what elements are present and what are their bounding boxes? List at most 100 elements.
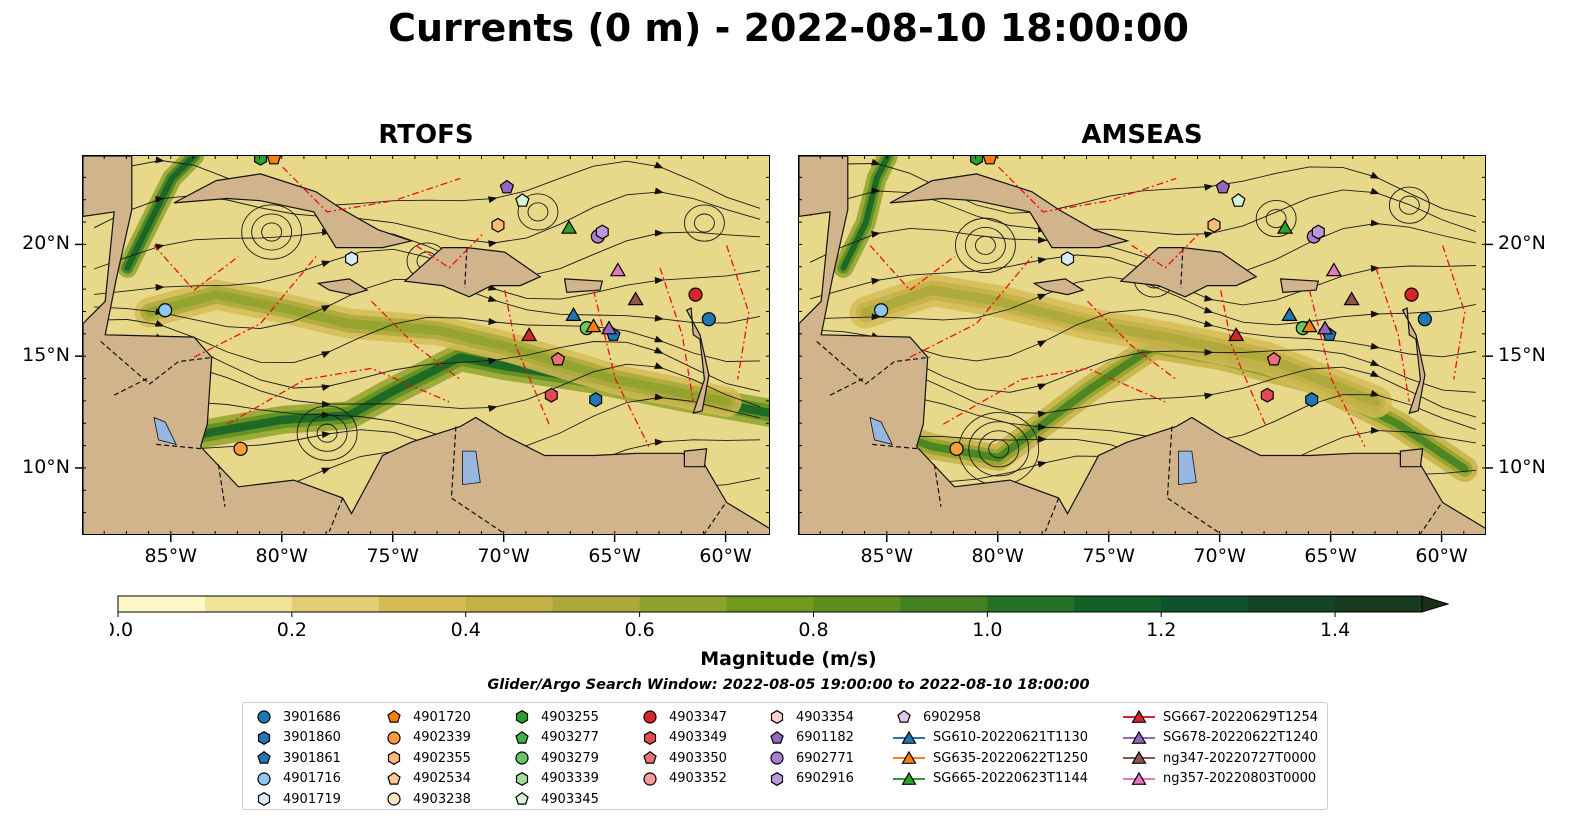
eddy-streamline [693,213,715,233]
streamline-arrow [321,384,331,392]
legend-marker [515,771,529,786]
legend-label: 6901182 [796,730,854,745]
land-cuba [889,173,1130,249]
legend-item: 4902355 [383,748,471,768]
map-panel-rtofs[interactable] [82,155,770,535]
streamline-arrow [870,158,881,166]
eddy-streamline [978,430,1020,468]
legend-marker [257,730,271,745]
legend-marker-icon [1123,730,1155,744]
current-streamline [93,229,760,277]
eez-boundary [1131,233,1199,269]
legend-label: 4903354 [796,709,854,725]
streamline-arrow [1203,320,1214,328]
legend-item: 4903349 [639,728,727,748]
map-panel-amseas[interactable] [798,155,1486,535]
streamline-arrow [654,187,664,195]
lat-tick-label-left: 10°N [22,455,70,478]
streamline-arrow [1037,423,1048,431]
legend-marker-icon [515,710,529,724]
lon-tick-label: 65°W [1304,545,1357,567]
land-lesser-antilles [1401,307,1426,414]
marker-4903349 [1260,387,1274,403]
legend-item: 6902771 [766,748,854,768]
legend-marker-icon [770,710,784,724]
legend-label: SG635-20220622T1250 [933,750,1089,766]
legend-item: 4902534 [383,769,471,789]
legend-marker [387,751,401,765]
marker-4903345 [1231,193,1246,207]
country-border [703,504,725,534]
lon-tick-label: 65°W [588,545,641,567]
marker-4901720 [266,156,282,165]
streamline-arrow [654,161,664,169]
country-border [113,376,150,396]
legend-label: 4901720 [413,709,471,725]
legend-marker [387,730,401,745]
map-canvas[interactable] [83,156,770,535]
marker-ng347-20220727T0000 [1343,291,1360,306]
legend-item: 4901716 [253,769,341,789]
legend-marker-icon [893,771,925,785]
colorbar-tick-label: 1.2 [1146,619,1176,641]
land-hispaniola [1119,246,1258,298]
lon-tick-label: 75°W [366,545,419,567]
eez-boundary [282,166,461,213]
land-cuba [173,173,414,249]
legend-marker [515,791,529,805]
eddy-streamline [968,421,1030,477]
legend-item: 4903339 [511,769,599,789]
legend-label: SG610-20220621T1130 [933,730,1089,745]
streamline-arrow [487,405,498,412]
legend-marker [257,792,271,806]
legend-marker-icon [770,771,784,786]
legend-marker [901,730,917,744]
current-magnitude-band [860,285,1381,407]
colorbar-segment [378,596,467,612]
map-canvas[interactable] [799,156,1486,535]
legend-label: SG678-20220622T1240 [1163,730,1319,745]
legend-marker [515,730,529,744]
legend-label: 4903279 [541,750,599,766]
colorbar-tick-label: 0.4 [451,619,481,641]
legend-label: 4902339 [413,730,471,745]
panel-title-amseas: AMSEAS [1081,120,1203,150]
legend-marker-icon [1123,771,1155,785]
marker-SG665-20220623T1144 [1276,219,1294,234]
streamline-arrow [1037,340,1047,348]
legend-label: 4903345 [541,791,599,807]
legend-label: 4902355 [413,750,471,766]
legend-label: 3901860 [283,730,341,745]
marker-6901182 [499,179,515,194]
legend-marker [897,709,911,723]
current-streamline [94,316,760,364]
marker-4902339 [233,441,248,456]
streamline-arrow [488,318,498,326]
streamline-arrow [321,351,331,358]
legend-marker [770,710,784,724]
legend-marker [1131,709,1147,723]
legend-label: ng357-20220803T0000 [1163,771,1317,786]
eddy-streamline [965,226,1006,264]
colorbar-segment [726,596,814,612]
legend-label: 4901719 [283,791,341,807]
streamline-arrow [155,195,165,203]
legend-item: 4903277 [511,728,599,748]
colorbar-segment [204,596,293,612]
legend: 3901686 3901860 3901861 4901716 4901719 49017… [242,702,1328,810]
colorbar-tick-label: 1.4 [1320,619,1350,641]
streamline-arrow [1203,392,1214,400]
legend-marker-icon [387,709,401,723]
marker-SG678-20220622T1240 [600,320,618,335]
lake [153,416,177,446]
current-streamline [809,223,1477,275]
legend-marker-icon [643,730,657,745]
legend-item: 6902958 [893,707,981,727]
legend-label: 4901716 [283,771,341,786]
streamline-arrow [654,393,664,401]
streamline-arrow [654,362,664,369]
country-border [450,426,506,534]
lon-tick-label: 85°W [860,545,913,567]
current-magnitude-band [124,156,197,271]
legend-marker-icon [893,730,925,744]
